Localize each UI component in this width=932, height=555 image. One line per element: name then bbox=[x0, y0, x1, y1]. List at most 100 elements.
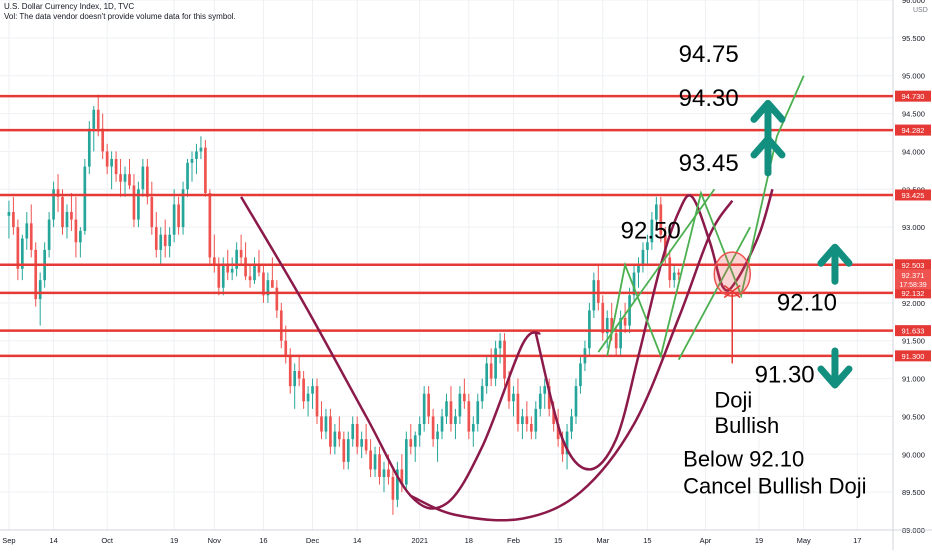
candle bbox=[489, 348, 493, 387]
candle bbox=[70, 193, 73, 231]
candle bbox=[221, 257, 225, 296]
y-tick-label: 94.000 bbox=[902, 147, 925, 156]
candle bbox=[172, 189, 176, 243]
x-tick-label: 19 bbox=[170, 536, 178, 545]
price-axis: 89.00089.50090.00090.50091.00091.50092.0… bbox=[892, 0, 928, 550]
text-annotation-cancel: Cancel Bullish Doji bbox=[683, 474, 866, 499]
candle-body bbox=[96, 109, 100, 129]
text-annotation-bullish: Bullish bbox=[714, 413, 779, 438]
x-tick-label: Sep bbox=[2, 536, 15, 545]
x-tick-label: 19 bbox=[755, 536, 763, 545]
candle bbox=[449, 386, 453, 432]
candle-body bbox=[137, 189, 140, 220]
candle bbox=[248, 265, 252, 288]
up-arrow-head bbox=[817, 243, 853, 267]
level-tag-label: 92.132 bbox=[902, 289, 925, 298]
candle-body bbox=[413, 435, 417, 447]
candle bbox=[101, 113, 105, 159]
candle bbox=[668, 249, 672, 288]
candle-body bbox=[239, 249, 243, 258]
candle-body bbox=[74, 219, 78, 243]
candle-body bbox=[329, 416, 332, 447]
candles bbox=[7, 94, 681, 515]
candle-body bbox=[601, 302, 605, 334]
candle-body bbox=[440, 416, 444, 432]
candle bbox=[163, 219, 167, 258]
candle-body bbox=[619, 318, 622, 349]
candle bbox=[659, 196, 663, 243]
candle-body bbox=[123, 174, 127, 182]
candle bbox=[79, 227, 82, 258]
candle bbox=[404, 431, 408, 493]
projection-lines bbox=[597, 75, 805, 364]
x-tick-label: May bbox=[797, 536, 811, 545]
candle-body bbox=[83, 166, 87, 231]
doji-highlight bbox=[713, 251, 752, 297]
candle bbox=[547, 378, 551, 417]
candle bbox=[137, 181, 140, 228]
candle-body bbox=[61, 196, 64, 228]
candle-body bbox=[561, 439, 564, 455]
candle bbox=[190, 151, 194, 182]
candle-body bbox=[221, 265, 225, 288]
candle bbox=[275, 280, 279, 318]
candle-body bbox=[297, 371, 301, 379]
candle-body bbox=[632, 272, 636, 296]
candle bbox=[623, 302, 627, 334]
candle-body bbox=[650, 219, 654, 243]
candle bbox=[422, 386, 426, 432]
candle-body bbox=[418, 424, 422, 436]
x-tick-label: Mar bbox=[596, 536, 609, 545]
candle-body bbox=[257, 265, 261, 273]
candle-body bbox=[637, 265, 640, 273]
candle-body bbox=[480, 386, 484, 402]
level-tag-label: 92.503 bbox=[902, 261, 925, 270]
candle-body bbox=[574, 386, 578, 417]
candle bbox=[34, 242, 38, 307]
candle-body bbox=[498, 340, 502, 349]
candle bbox=[351, 416, 355, 447]
candle bbox=[329, 408, 332, 455]
candle bbox=[364, 424, 368, 455]
candle-body bbox=[38, 280, 42, 300]
candle-body bbox=[190, 159, 194, 163]
candle bbox=[311, 378, 314, 409]
x-tick-label: Apr bbox=[700, 536, 712, 545]
price-annotation: 92.10 bbox=[777, 289, 837, 316]
candle-body bbox=[177, 204, 180, 228]
candle-body bbox=[284, 340, 288, 356]
y-tick-label: 91.000 bbox=[902, 375, 925, 384]
candle bbox=[244, 242, 247, 281]
candle-body bbox=[409, 439, 413, 447]
candle-body bbox=[342, 439, 346, 462]
candle bbox=[208, 189, 212, 265]
candle bbox=[146, 159, 149, 205]
level-tag bbox=[895, 287, 931, 299]
doji-pointer-cross bbox=[723, 284, 741, 299]
candle bbox=[655, 196, 658, 228]
candle-body bbox=[101, 128, 105, 152]
candle bbox=[628, 287, 631, 334]
candle bbox=[543, 378, 547, 409]
symbol-title: U.S. Dollar Currency Index, 1D, TVC bbox=[4, 2, 135, 11]
candle-body bbox=[672, 272, 676, 281]
y-tick-label: 91.500 bbox=[902, 337, 925, 346]
candle bbox=[168, 227, 172, 258]
candle bbox=[262, 265, 265, 303]
candle-body bbox=[547, 386, 551, 409]
candle bbox=[498, 333, 502, 364]
candle-body bbox=[244, 257, 247, 277]
channel-line bbox=[677, 226, 751, 361]
candle-body bbox=[628, 295, 631, 326]
candle-body bbox=[159, 234, 163, 250]
candle-body bbox=[646, 242, 649, 250]
candle-body bbox=[369, 450, 372, 470]
candle-body bbox=[105, 151, 109, 167]
candle bbox=[440, 408, 444, 440]
candle bbox=[12, 196, 15, 235]
candle bbox=[239, 234, 243, 265]
candle bbox=[177, 196, 180, 235]
candle-body bbox=[92, 109, 96, 129]
